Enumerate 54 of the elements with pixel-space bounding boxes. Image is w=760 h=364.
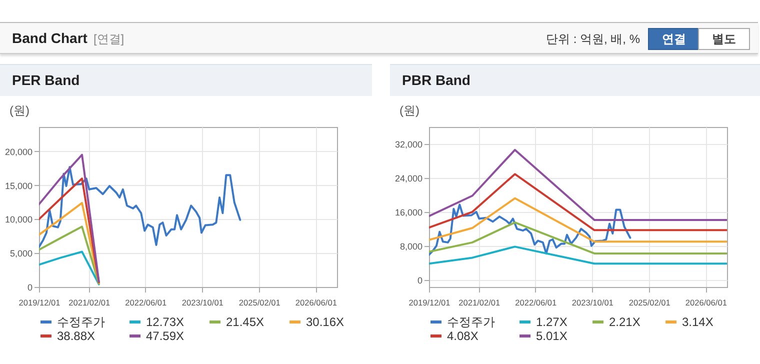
legend-label: 수정주가 — [57, 315, 105, 329]
legend-label: 38.88X — [57, 329, 96, 343]
y-tick-label: 16,000 — [394, 207, 422, 218]
legend-label: 47.59X — [146, 329, 184, 343]
line-series — [39, 178, 100, 284]
text: Band Chart — [12, 30, 88, 46]
x-tick-label: 2023/10/01 — [182, 298, 224, 308]
legend-label: 30.16X — [306, 315, 344, 329]
line-series — [39, 250, 100, 286]
line-series — [39, 226, 100, 285]
legend-label: 12.73X — [146, 315, 184, 329]
y-tick-label: 15,000 — [4, 180, 32, 191]
y-tick-label: 5,000 — [10, 248, 32, 259]
y-axis-title: (원) — [10, 104, 30, 118]
line-series — [39, 166, 242, 248]
line-series — [429, 221, 727, 254]
x-tick-label: 2025/02/01 — [238, 298, 281, 308]
x-tick-label: 2021/02/01 — [68, 298, 111, 308]
y-tick-label: 20,000 — [4, 146, 32, 157]
y-tick-label: 8,000 — [400, 241, 422, 252]
x-tick-label: 2022/06/01 — [125, 298, 168, 308]
legend-label: 5.01X — [536, 329, 568, 343]
y-tick-label: 0 — [417, 275, 422, 286]
legend-label: 2.21X — [609, 315, 640, 329]
line-series — [429, 204, 632, 256]
x-tick-label: 2025/02/01 — [628, 298, 671, 308]
y-axis-title: (원) — [400, 104, 420, 118]
legend-label: 1.27X — [536, 315, 568, 329]
text: [연결] — [93, 32, 124, 46]
y-tick-label: 10,000 — [4, 214, 32, 225]
y-tick-label: 0 — [27, 282, 32, 292]
line-series — [39, 202, 100, 284]
x-tick-label: 2019/12/01 — [18, 298, 61, 308]
line-series — [429, 148, 727, 221]
x-tick-label: 2023/10/01 — [572, 298, 614, 308]
legend-label: 수정주가 — [447, 315, 495, 329]
chart-title: PBR Band — [390, 64, 760, 96]
text: 단위 : 억원, 배, % — [546, 31, 640, 48]
y-tick-label: 24,000 — [394, 173, 422, 184]
x-tick-label: 2026/06/01 — [685, 298, 728, 308]
x-tick-label: 2022/06/01 — [515, 298, 558, 308]
legend-label: 3.14X — [682, 315, 714, 329]
text: 별도 — [698, 28, 750, 50]
x-tick-label: 2026/06/01 — [295, 298, 338, 308]
legend-label: 4.08X — [447, 329, 478, 343]
line-series — [429, 173, 727, 232]
text: 연결 — [648, 28, 700, 50]
y-tick-label: 32,000 — [394, 139, 422, 150]
chart-title: PER Band — [0, 64, 372, 96]
legend-label: 21.45X — [226, 315, 264, 329]
line-series — [39, 154, 100, 283]
line-series — [429, 197, 727, 243]
x-tick-label: 2019/12/01 — [408, 298, 451, 308]
x-tick-label: 2021/02/01 — [458, 298, 501, 308]
